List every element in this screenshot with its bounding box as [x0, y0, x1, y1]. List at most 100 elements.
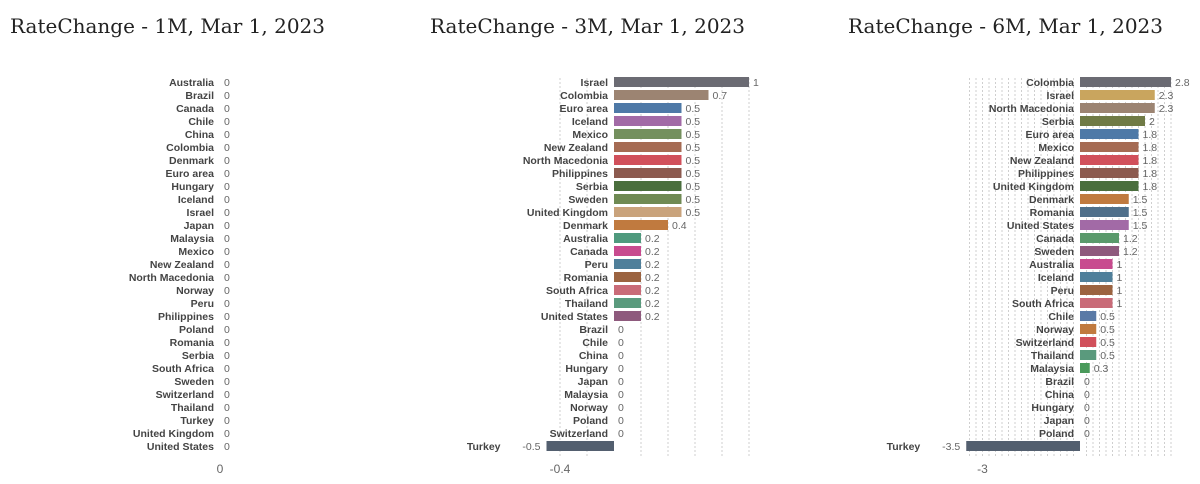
value-label: 2.3: [1159, 90, 1174, 102]
value-label: 0.5: [686, 168, 701, 180]
bar[interactable]: [614, 298, 641, 308]
value-label: 0: [618, 402, 624, 414]
bar[interactable]: [1080, 324, 1097, 334]
value-label: 2: [1149, 116, 1155, 128]
bar[interactable]: [1080, 155, 1139, 165]
category-label: Sweden: [1034, 246, 1074, 258]
value-label: 1: [753, 77, 759, 89]
bar[interactable]: [614, 103, 682, 113]
bar[interactable]: [1080, 207, 1129, 217]
value-label: 0.2: [645, 233, 660, 245]
value-label: 1.8: [1143, 155, 1158, 167]
bar[interactable]: [1080, 233, 1119, 243]
category-label: Norway: [176, 285, 214, 297]
bar[interactable]: [1080, 77, 1171, 87]
category-label: New Zealand: [150, 259, 214, 271]
bar[interactable]: [1080, 129, 1139, 139]
bar[interactable]: [614, 155, 682, 165]
bar[interactable]: [1080, 103, 1155, 113]
category-label: Brazil: [185, 90, 214, 102]
category-label: United Kingdom: [993, 181, 1074, 193]
value-label: 1: [1117, 285, 1123, 297]
category-label: Denmark: [563, 220, 608, 232]
bar[interactable]: [1080, 285, 1113, 295]
value-label: 0.5: [686, 142, 701, 154]
bar[interactable]: [614, 129, 682, 139]
bar[interactable]: [614, 207, 682, 217]
bar[interactable]: [1080, 350, 1097, 360]
value-label: 0.3: [1094, 363, 1109, 375]
value-label: 0: [224, 181, 230, 193]
category-label: Poland: [179, 324, 214, 336]
bar[interactable]: [614, 181, 682, 191]
category-label: North Macedonia: [989, 103, 1074, 115]
bar[interactable]: [614, 142, 682, 152]
bar[interactable]: [614, 272, 641, 282]
bar[interactable]: [614, 285, 641, 295]
category-label: China: [185, 129, 214, 141]
bar[interactable]: [614, 246, 641, 256]
category-label: China: [1045, 389, 1074, 401]
bar[interactable]: [1080, 311, 1097, 321]
value-label: 0.5: [686, 194, 701, 206]
value-label: 0.5: [1100, 337, 1115, 349]
category-label: Australia: [563, 233, 608, 245]
value-label: 0: [1084, 402, 1090, 414]
bar[interactable]: [614, 259, 641, 269]
category-label: Malaysia: [170, 233, 214, 245]
value-label: 0: [618, 376, 624, 388]
bar[interactable]: [1080, 259, 1113, 269]
bar[interactable]: [614, 77, 749, 87]
category-label: South Africa: [1012, 298, 1074, 310]
value-label: 0: [618, 428, 624, 440]
value-label: 0: [1084, 415, 1090, 427]
category-label: Colombia: [166, 142, 214, 154]
bar[interactable]: [614, 168, 682, 178]
bar[interactable]: [1080, 220, 1129, 230]
value-label: 0: [224, 441, 230, 453]
value-label: 0.2: [645, 298, 660, 310]
value-label: 0: [618, 350, 624, 362]
bar[interactable]: [614, 90, 709, 100]
bar[interactable]: [966, 441, 1080, 451]
category-label: North Macedonia: [523, 155, 608, 167]
category-label: Chile: [582, 337, 608, 349]
value-label: 2.8: [1175, 77, 1190, 89]
value-label: 0.5: [686, 181, 701, 193]
bar[interactable]: [1080, 272, 1113, 282]
bar[interactable]: [614, 116, 682, 126]
value-label: 0: [224, 155, 230, 167]
bar[interactable]: [1080, 168, 1139, 178]
value-label: 0: [224, 337, 230, 349]
category-label: Colombia: [1026, 77, 1074, 89]
value-label: 1: [1117, 272, 1123, 284]
value-label: 0.5: [686, 207, 701, 219]
category-label: Philippines: [552, 168, 608, 180]
category-label: Canada: [176, 103, 214, 115]
bar[interactable]: [1080, 90, 1155, 100]
value-label: 0.5: [686, 116, 701, 128]
value-label: 1: [1117, 298, 1123, 310]
category-label: United States: [541, 311, 608, 323]
value-label: 0: [224, 233, 230, 245]
bar[interactable]: [1080, 363, 1090, 373]
bar[interactable]: [1080, 194, 1129, 204]
category-label: United Kingdom: [527, 207, 608, 219]
bar[interactable]: [1080, 246, 1119, 256]
value-label: 0: [224, 402, 230, 414]
bar[interactable]: [614, 233, 641, 243]
bar[interactable]: [546, 441, 615, 451]
bar[interactable]: [614, 311, 641, 321]
bar[interactable]: [614, 220, 668, 230]
bar[interactable]: [1080, 181, 1139, 191]
category-label: Japan: [1044, 415, 1074, 427]
bar[interactable]: [1080, 116, 1145, 126]
value-label: 0.2: [645, 259, 660, 271]
value-label: 0.2: [645, 272, 660, 284]
bar[interactable]: [1080, 298, 1113, 308]
category-label: Hungary: [1031, 402, 1074, 414]
bar[interactable]: [614, 194, 682, 204]
bar[interactable]: [1080, 142, 1139, 152]
bar[interactable]: [1080, 337, 1097, 347]
